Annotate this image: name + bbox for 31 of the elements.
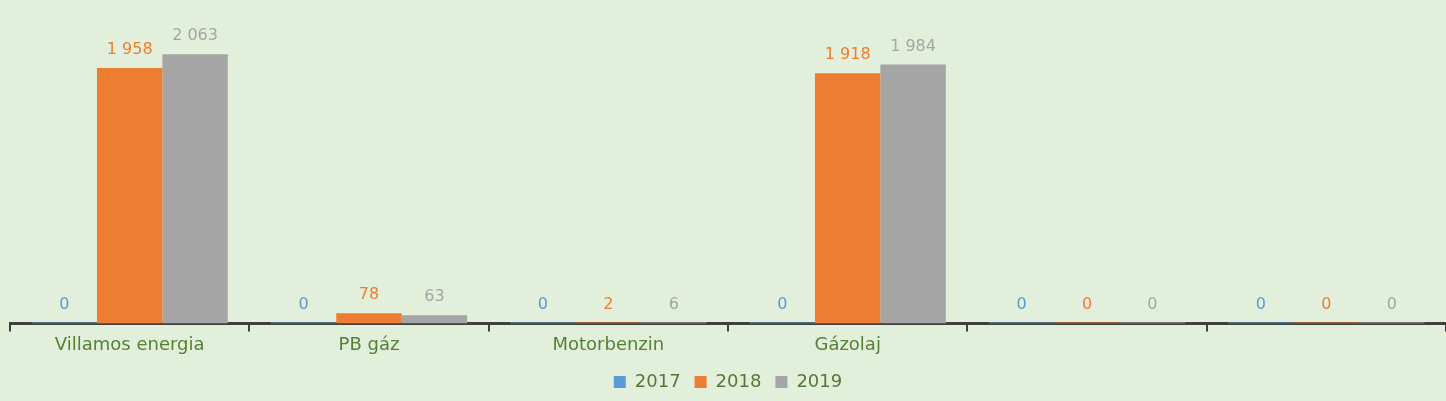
data-label: 2 063 bbox=[172, 25, 218, 45]
data-label: 0 bbox=[1081, 293, 1093, 313]
data-label: 2 bbox=[603, 293, 614, 313]
data-label: 0 bbox=[298, 293, 309, 313]
x-tick-label: Motorbenzin bbox=[552, 332, 665, 354]
data-label: 0 bbox=[1255, 293, 1267, 313]
data-label: 0 bbox=[1386, 293, 1397, 313]
bar bbox=[401, 315, 468, 324]
data-label: 1 918 bbox=[824, 44, 871, 64]
data-label: 0 bbox=[59, 293, 70, 313]
bar bbox=[336, 313, 402, 324]
data-label: 0 bbox=[1016, 293, 1027, 313]
x-tick-label: Villamos energia bbox=[54, 332, 205, 354]
data-label: 1 958 bbox=[106, 39, 153, 59]
data-label: 0 bbox=[777, 293, 788, 313]
data-label: 0 bbox=[537, 293, 549, 313]
data-label: 1 984 bbox=[890, 35, 936, 55]
data-label: 6 bbox=[668, 293, 679, 313]
bar bbox=[162, 54, 228, 324]
data-label: 78 bbox=[358, 284, 380, 304]
legend-label: 2019 bbox=[796, 369, 843, 391]
bar bbox=[814, 73, 881, 324]
x-tick-label: Gázolaj bbox=[814, 332, 881, 354]
legend-label: 2018 bbox=[715, 369, 762, 391]
data-label: 0 bbox=[1147, 293, 1158, 313]
legend-label: 2017 bbox=[634, 369, 681, 391]
bar bbox=[880, 64, 946, 324]
bar bbox=[96, 67, 163, 324]
x-tick-label: PB gáz bbox=[338, 332, 400, 354]
data-label: 63 bbox=[424, 286, 445, 306]
data-label: 0 bbox=[1321, 293, 1332, 313]
